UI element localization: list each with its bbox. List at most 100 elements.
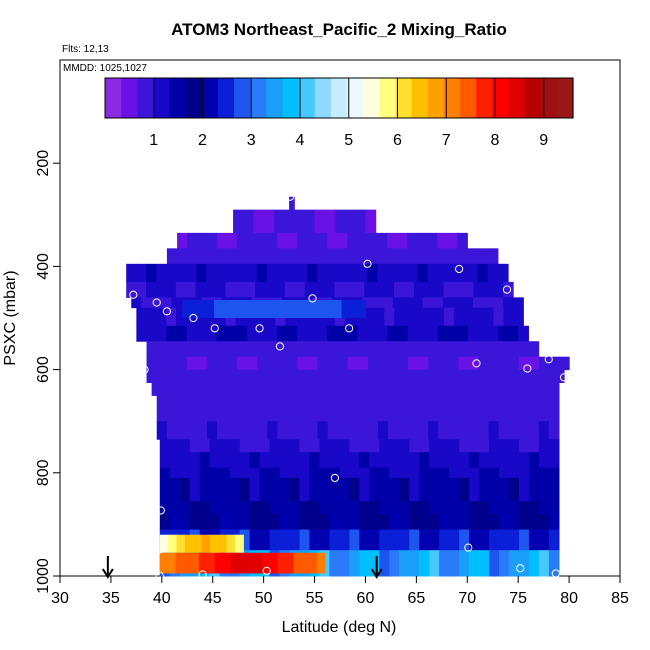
sample-point [162,307,172,316]
heatmap-cell [131,297,142,309]
heatmap-cell [229,514,241,531]
heatmap-cell [504,369,515,383]
heatmap-cell [487,263,499,283]
heatmap-cell [355,209,367,234]
heatmap-cell [389,439,400,453]
heatmap-cell [538,550,550,577]
heatmap-cell [324,209,336,234]
heatmap-cell [314,281,326,298]
heatmap-cell [469,514,480,531]
heatmap-cell [169,514,181,531]
heatmap-cell [245,281,256,298]
heatmap-cell [488,395,500,422]
heatmap-cell [432,297,444,309]
heatmap-cell [280,382,292,396]
heatmap-cell [509,467,520,479]
heatmap-cell [513,297,524,309]
colorbar-tick-label: 1 [149,132,158,149]
x-tick-label: 85 [611,590,629,607]
heatmap-cell [503,281,514,298]
heatmap-cell [483,297,494,309]
heatmap-cell [387,395,399,422]
heatmap-cell [259,452,271,469]
heatmap-cell [449,382,461,396]
heatmap-cell [182,299,191,318]
heatmap-cell [459,550,470,577]
colorbar-swatch [460,78,477,118]
heatmap-cell [199,452,211,469]
heatmap-cell [201,382,212,396]
heatmap-cell [538,395,550,422]
heatmap-cell [345,209,356,234]
heatmap-cell [439,529,450,551]
heatmap-cell [206,263,218,283]
heatmap-cell [548,439,560,453]
heatmap-cell [458,395,470,422]
heatmap-cell [310,382,322,396]
heatmap-cell [195,281,207,298]
heatmap-cell [259,467,271,479]
heatmap-cell [347,356,359,371]
heatmap-cell [379,477,390,502]
heatmap-cell [190,299,199,318]
heatmap-cell [437,248,449,265]
heatmap-cell [216,263,228,283]
heatmap-cell [126,263,137,283]
heatmap-cell [357,232,368,249]
heatmap-cell [548,514,560,531]
heatmap-cell [528,395,540,422]
heatmap-cell [548,501,560,515]
heatmap-cell [467,248,479,265]
heatmap-cell [337,395,349,422]
heatmap-cell [408,421,419,440]
heatmap-cell [488,325,499,342]
heatmap-cell [339,477,350,502]
colorbar-swatch [395,78,413,118]
heatmap-cell [335,369,346,383]
heatmap-cell [197,232,208,249]
heatmap-cell [509,452,520,469]
heatmap-cell [414,369,426,383]
heatmap-cell [349,529,360,551]
heatmap-cell [219,514,231,531]
colorbar-swatch [508,78,526,118]
heatmap-cell [473,307,485,327]
heatmap-cell [287,395,299,422]
heatmap-cell [518,514,530,531]
heatmap-cell [349,477,360,502]
heatmap-cell [449,514,460,531]
heatmap-cell [299,439,311,453]
heatmap-cell [404,369,416,383]
heatmap-cell [193,534,203,553]
heatmap-cell [528,550,540,577]
heatmap-cell [493,281,504,298]
heatmap-cell [337,356,349,371]
heatmap-cell [196,248,208,265]
heatmap-cell [269,477,281,502]
heatmap-cell [319,501,331,515]
heatmap-cell [528,421,540,440]
heatmap-cell [494,369,505,383]
heatmap-cell [215,281,226,298]
heatmap-cell [498,356,510,371]
heatmap-cell [245,369,257,383]
chart-title: ATOM3 Northeast_Pacific_2 Mixing_Ratio [171,20,507,39]
heatmap-cell [237,421,248,440]
heatmap-cell [189,514,201,531]
heatmap-cell [369,467,380,479]
heatmap-cell [514,369,525,383]
heatmap-cell [402,297,414,309]
sample-point [275,342,285,351]
heatmap-cell [509,477,520,502]
colorbar-swatch [347,78,364,118]
heatmap-cell [196,356,208,371]
heatmap-cell [201,534,211,553]
heatmap-cell [340,382,351,396]
heatmap-cell [399,452,410,469]
heatmap-cell [245,299,255,318]
heatmap-cell [156,421,168,440]
heatmap-cell [136,281,147,298]
heatmap-cell [307,356,319,371]
heatmap-cell [156,325,168,342]
heatmap-cell [428,395,439,422]
